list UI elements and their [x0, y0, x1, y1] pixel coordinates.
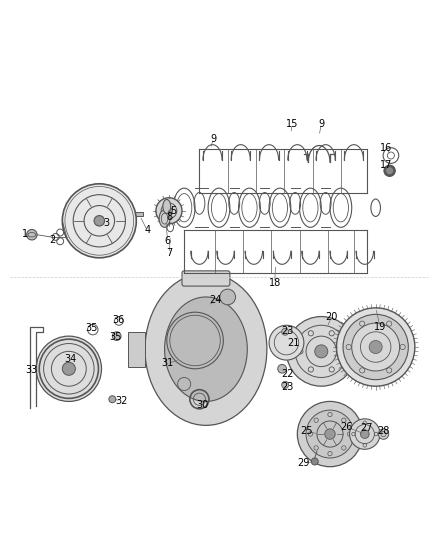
Circle shape — [286, 317, 356, 386]
Circle shape — [315, 345, 328, 358]
Text: 6: 6 — [165, 236, 171, 246]
Text: 5: 5 — [170, 206, 177, 216]
Ellipse shape — [159, 210, 170, 228]
Circle shape — [325, 429, 335, 439]
Text: 25: 25 — [300, 426, 313, 436]
Text: 20: 20 — [325, 312, 337, 322]
Circle shape — [386, 167, 393, 175]
Text: 34: 34 — [64, 354, 76, 364]
Text: 2: 2 — [49, 235, 56, 245]
Ellipse shape — [145, 273, 267, 425]
Text: 3: 3 — [104, 218, 110, 228]
Text: 23: 23 — [282, 326, 294, 336]
Circle shape — [352, 323, 399, 371]
Circle shape — [311, 458, 318, 465]
Text: 36: 36 — [112, 314, 124, 325]
Text: 21: 21 — [288, 338, 300, 348]
Text: 35: 35 — [86, 324, 98, 333]
Circle shape — [378, 429, 389, 439]
Circle shape — [297, 401, 363, 467]
Circle shape — [360, 430, 369, 439]
Text: 1: 1 — [22, 229, 28, 239]
Text: 18: 18 — [268, 278, 281, 288]
Circle shape — [27, 230, 37, 240]
Text: 16: 16 — [381, 143, 393, 152]
Text: 19: 19 — [374, 321, 386, 332]
Bar — [134, 212, 143, 216]
Circle shape — [369, 341, 382, 353]
Text: 35: 35 — [109, 332, 122, 342]
Circle shape — [343, 314, 408, 379]
Text: 28: 28 — [377, 426, 390, 436]
Text: 33: 33 — [25, 365, 37, 375]
Text: 7: 7 — [166, 248, 173, 259]
Text: 17: 17 — [380, 160, 393, 170]
Circle shape — [113, 332, 121, 341]
Circle shape — [109, 396, 116, 403]
Text: 23: 23 — [282, 383, 294, 392]
Circle shape — [62, 184, 136, 258]
Circle shape — [166, 207, 173, 214]
Circle shape — [306, 410, 354, 458]
Text: 4: 4 — [144, 225, 150, 236]
Text: 27: 27 — [360, 423, 372, 433]
Circle shape — [94, 215, 105, 226]
Text: 15: 15 — [286, 119, 298, 129]
Text: 8: 8 — [167, 212, 173, 222]
Circle shape — [384, 165, 395, 176]
Circle shape — [36, 336, 102, 401]
Circle shape — [282, 328, 289, 335]
Text: 9: 9 — [210, 134, 216, 144]
Text: 30: 30 — [196, 400, 208, 410]
Circle shape — [350, 419, 380, 449]
Text: 32: 32 — [115, 395, 127, 406]
Circle shape — [269, 325, 304, 360]
Text: 9: 9 — [318, 119, 325, 129]
Circle shape — [278, 365, 286, 373]
Circle shape — [220, 289, 236, 305]
Circle shape — [282, 382, 289, 389]
Ellipse shape — [163, 199, 171, 213]
Text: 26: 26 — [340, 422, 352, 432]
Ellipse shape — [165, 297, 247, 401]
Circle shape — [62, 362, 75, 375]
Text: 31: 31 — [162, 358, 174, 368]
Circle shape — [336, 308, 415, 386]
Text: 29: 29 — [298, 458, 310, 468]
Bar — [127, 332, 145, 367]
Circle shape — [156, 198, 182, 224]
Text: 24: 24 — [209, 295, 222, 305]
FancyBboxPatch shape — [182, 271, 230, 286]
Text: 22: 22 — [282, 369, 294, 379]
